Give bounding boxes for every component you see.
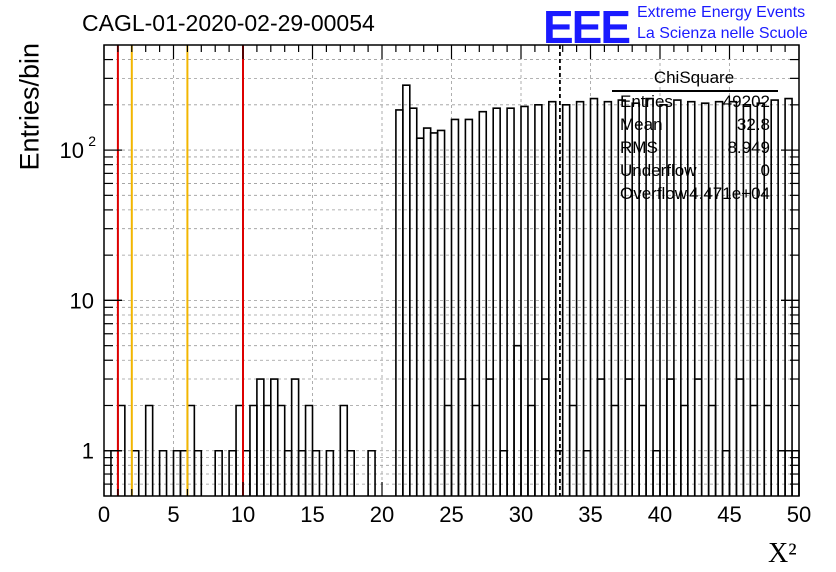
histogram-bin [193,449,203,496]
y-tick-label: 1 [82,439,94,464]
histogram-bin [256,378,265,496]
histogram-bin [575,100,585,496]
stats-box: ChiSquare Entries 49202 Mean 32.8 RMS 8.… [610,68,778,208]
histogram-bin [742,104,752,496]
histogram-bin [520,105,529,496]
stats-value: 8.949 [727,138,770,157]
x-tick-label: 15 [300,502,324,527]
histogram-bin [534,104,543,496]
histogram-bin [541,378,550,496]
stats-label: RMS [620,138,658,157]
x-tick-label: 25 [439,502,463,527]
y-tick-exponent: 2 [88,133,96,149]
stats-label: Mean [620,115,663,134]
x-axis-label: X² [768,538,797,569]
histogram-bin [311,449,321,496]
histogram-bin [631,102,640,496]
x-tick-label: 35 [578,502,602,527]
x-tick-label: 5 [167,502,179,527]
x-axis-ticks: 0 5 10 15 20 25 30 35 40 45 50 [98,45,811,527]
histogram-bin [429,132,439,496]
x-tick-label: 40 [648,502,672,527]
histogram-bin [464,118,474,496]
histogram-bin [645,97,654,496]
y-axis-label: Entries/bin [14,42,45,171]
histogram-bin [603,100,613,496]
histogram-bin [367,449,376,496]
histogram-bin [270,378,279,496]
histogram-bin [666,378,675,496]
histogram-bin [506,107,515,496]
x-tick-label: 45 [717,502,741,527]
histogram-bin [687,100,696,496]
histogram-bin [561,104,571,496]
histogram-bin [492,107,501,496]
stats-value: 0 [760,161,770,180]
histogram-bin [144,404,154,496]
histogram-bin [735,378,745,496]
histogram-bin [589,97,599,496]
histogram-bin [485,378,494,496]
histogram-bin [624,378,633,496]
x-tick-label: 50 [787,502,811,527]
histogram-bin [402,84,411,496]
stats-value: 4.471e+04 [689,184,770,203]
chart-title: CAGL-01-2020-02-29-00054 [82,10,375,36]
histogram-bin [290,378,300,496]
stats-value: 32.8 [736,115,770,134]
histogram-bin [617,99,627,496]
stats-label: Overflow [620,184,688,203]
histogram-bin [714,100,724,496]
histogram-bin [673,99,682,496]
stats-row-underflow: Underflow 0 [620,161,770,183]
x-tick-label: 30 [509,502,533,527]
stats-row-rms: RMS 8.949 [620,138,770,160]
histogram-bin [457,378,467,496]
stats-row-mean: Mean 32.8 [620,115,770,137]
histogram-bin [513,344,522,496]
x-tick-label: 0 [98,502,110,527]
stats-divider [612,90,778,92]
stats-row-overflow: Overflow 4.471e+04 [620,184,770,206]
histogram-bin [325,449,335,496]
logo-line-1: Extreme Energy Events [637,4,806,21]
stats-label: Entries [620,92,673,111]
histogram-bin [415,137,425,496]
histogram-bin [700,102,710,496]
histogram-bin [158,449,168,496]
histogram-bin [596,378,606,496]
stats-row-entries: Entries 49202 [620,92,770,114]
histogram-bin [436,129,446,496]
stats-label: Underflow [620,161,697,180]
grid-lines [104,45,799,496]
stats-title: ChiSquare [653,68,735,87]
histogram-bin [659,104,668,496]
histogram-bin [693,378,703,496]
histogram-bin [395,109,404,496]
histogram-bins [110,84,800,496]
histogram-bin [409,107,418,496]
eee-logo: EEE [543,1,631,53]
histogram-bin [214,449,223,496]
histogram-bin [770,99,779,496]
x-tick-label: 20 [370,502,394,527]
histogram-bin [784,97,793,496]
histogram-bin [450,118,460,496]
histogram-bin [346,449,355,496]
y-tick-label: 10 [60,138,84,163]
y-tick-label: 10 [70,288,94,313]
x-tick-label: 10 [231,502,255,527]
histogram-bin [548,100,557,496]
marker-lines [116,45,561,496]
stats-value: 49202 [722,92,770,111]
logo-line-2: La Scienza nelle Scuole [637,25,808,42]
histogram-bin [756,102,766,496]
histogram-bin [478,110,488,496]
histogram-bin [728,100,738,496]
